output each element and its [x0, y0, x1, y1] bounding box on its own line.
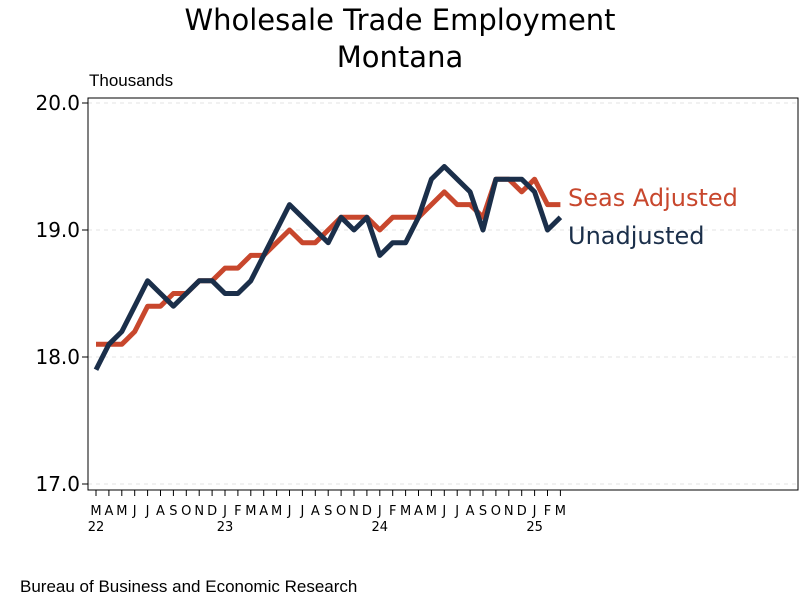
x-tick-label: A	[311, 504, 320, 519]
x-tick-label: J	[145, 504, 150, 519]
plot-area	[87, 97, 799, 491]
x-tick-label: M	[90, 504, 101, 519]
x-tick-label: M	[426, 504, 437, 519]
series-label: Seas Adjusted	[568, 184, 738, 212]
x-tick-label: S	[479, 504, 487, 519]
x-tick-label: A	[156, 504, 165, 519]
x-tick-label: A	[259, 504, 268, 519]
series-line-unadjusted	[93, 164, 563, 371]
chart-subtitle: Montana	[336, 40, 464, 74]
y-axis-label: Thousands	[89, 71, 173, 90]
series-labels: Seas Adjusted Unadjusted	[568, 184, 738, 250]
x-tick-label: J	[454, 504, 459, 519]
x-tick-label: N	[504, 504, 514, 519]
x-year-label: 22	[88, 520, 105, 535]
series-lines	[93, 164, 563, 371]
x-tick-label: N	[194, 504, 204, 519]
x-tick-label: J	[441, 504, 446, 519]
x-tick-label: O	[491, 504, 501, 519]
y-tick-label: 19.0	[35, 218, 80, 242]
x-tick-label: J	[287, 504, 292, 519]
x-year-label: 23	[217, 520, 234, 535]
chart-title: Wholesale Trade Employment	[184, 3, 616, 37]
x-tick-label: N	[349, 504, 359, 519]
x-tick-label: D	[517, 504, 527, 519]
x-tick-label: D	[362, 504, 372, 519]
x-tick-label: F	[544, 504, 551, 519]
x-year-label: 24	[372, 520, 389, 535]
x-tick-label: F	[389, 504, 396, 519]
x-tick-label: O	[336, 504, 346, 519]
x-tick-label: S	[169, 504, 177, 519]
x-tick-label: O	[181, 504, 191, 519]
x-tick-label: A	[414, 504, 423, 519]
x-tick-label: S	[324, 504, 332, 519]
grid-lines	[88, 102, 798, 485]
x-tick-label: J	[132, 504, 137, 519]
x-year-label: 25	[526, 520, 543, 535]
y-tick-label: 17.0	[35, 472, 80, 496]
x-tick-label: M	[400, 504, 411, 519]
source-footer: Bureau of Business and Economic Research	[20, 577, 358, 596]
y-axis: 17.0 18.0 19.0 20.0	[35, 91, 88, 496]
y-tick-label: 18.0	[35, 345, 80, 369]
x-tick-label: J	[299, 504, 304, 519]
x-tick-label: J	[532, 504, 537, 519]
x-tick-label: M	[555, 504, 566, 519]
x-tick-label: F	[234, 504, 241, 519]
x-tick-label: M	[116, 504, 127, 519]
series-label: Unadjusted	[568, 222, 705, 250]
y-tick-label: 20.0	[35, 91, 80, 115]
x-tick-label: A	[466, 504, 475, 519]
x-tick-label: J	[222, 504, 227, 519]
x-tick-label: M	[245, 504, 256, 519]
x-axis: M A M J J A S O N D J F M A M J J A S O N D J F M A M J J A S O N D J F M22 2…	[88, 490, 566, 535]
x-tick-label: M	[271, 504, 282, 519]
x-tick-label: D	[207, 504, 217, 519]
series-line-seas-adjusted	[96, 176, 561, 347]
x-tick-label: J	[377, 504, 382, 519]
x-tick-label: A	[104, 504, 113, 519]
